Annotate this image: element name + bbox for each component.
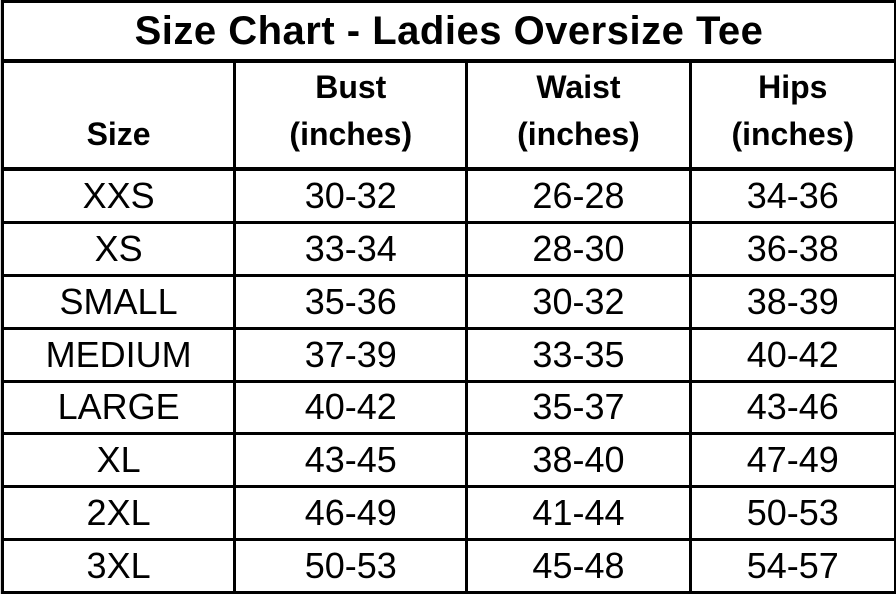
table-row-xxs: XXS 30-32 26-28 34-36 [0, 167, 896, 224]
table-row-medium: MEDIUM 37-39 33-35 40-42 [0, 326, 896, 383]
size-cell: 2XL [0, 485, 237, 542]
bust-cell: 50-53 [233, 538, 469, 594]
hips-cell: 40-42 [688, 326, 896, 383]
hips-cell: 50-53 [688, 485, 896, 542]
hips-cell: 54-57 [688, 538, 896, 594]
header-hips-label: Hips [758, 69, 828, 106]
bust-cell: 43-45 [233, 432, 469, 489]
chart-title: Size Chart - Ladies Oversize Tee [1, 0, 896, 63]
waist-cell: 35-37 [465, 379, 692, 436]
header-size-label: Size [86, 115, 151, 152]
waist-cell: 38-40 [465, 432, 692, 489]
size-cell: SMALL [0, 273, 237, 330]
bust-cell: 33-34 [233, 220, 469, 277]
size-cell: XL [0, 432, 237, 489]
header-row: Size Bust (inches) Waist (inches) Hips (… [0, 59, 896, 171]
header-hips-unit: (inches) [731, 115, 855, 152]
waist-cell: 28-30 [465, 220, 692, 277]
size-cell: XXS [0, 167, 237, 224]
size-cell: LARGE [0, 379, 237, 436]
bust-cell: 30-32 [233, 167, 469, 224]
bust-cell: 37-39 [233, 326, 469, 383]
waist-cell: 30-32 [465, 273, 692, 330]
table-row-small: SMALL 35-36 30-32 38-39 [0, 273, 896, 330]
table-row-xs: XS 33-34 28-30 36-38 [0, 220, 896, 277]
header-waist-label: Waist [536, 69, 621, 106]
size-cell: MEDIUM [0, 326, 237, 383]
table-row-large: LARGE 40-42 35-37 43-46 [0, 379, 896, 436]
column-header-waist: Waist (inches) [465, 59, 692, 171]
bust-cell: 46-49 [233, 485, 469, 542]
column-header-size: Size [0, 59, 237, 171]
size-cell: XS [0, 220, 237, 277]
table-row-3xl: 3XL 50-53 45-48 54-57 [0, 538, 896, 594]
hips-cell: 47-49 [688, 432, 896, 489]
header-waist-unit: (inches) [517, 115, 640, 152]
title-row: Size Chart - Ladies Oversize Tee [1, 0, 896, 63]
header-bust-unit: (inches) [289, 115, 413, 152]
waist-cell: 41-44 [465, 485, 692, 542]
column-header-bust: Bust (inches) [233, 59, 469, 171]
header-bust-label: Bust [315, 69, 387, 106]
waist-cell: 33-35 [465, 326, 692, 383]
waist-cell: 45-48 [465, 538, 692, 594]
hips-cell: 43-46 [688, 379, 896, 436]
waist-cell: 26-28 [465, 167, 692, 224]
hips-cell: 34-36 [688, 167, 896, 224]
column-header-hips: Hips (inches) [688, 59, 896, 171]
bust-cell: 35-36 [233, 273, 469, 330]
bust-cell: 40-42 [233, 379, 469, 436]
table-row-xl: XL 43-45 38-40 47-49 [0, 432, 896, 489]
size-cell: 3XL [0, 538, 237, 594]
table-row-2xl: 2XL 46-49 41-44 50-53 [0, 485, 896, 542]
hips-cell: 38-39 [688, 273, 896, 330]
hips-cell: 36-38 [688, 220, 896, 277]
